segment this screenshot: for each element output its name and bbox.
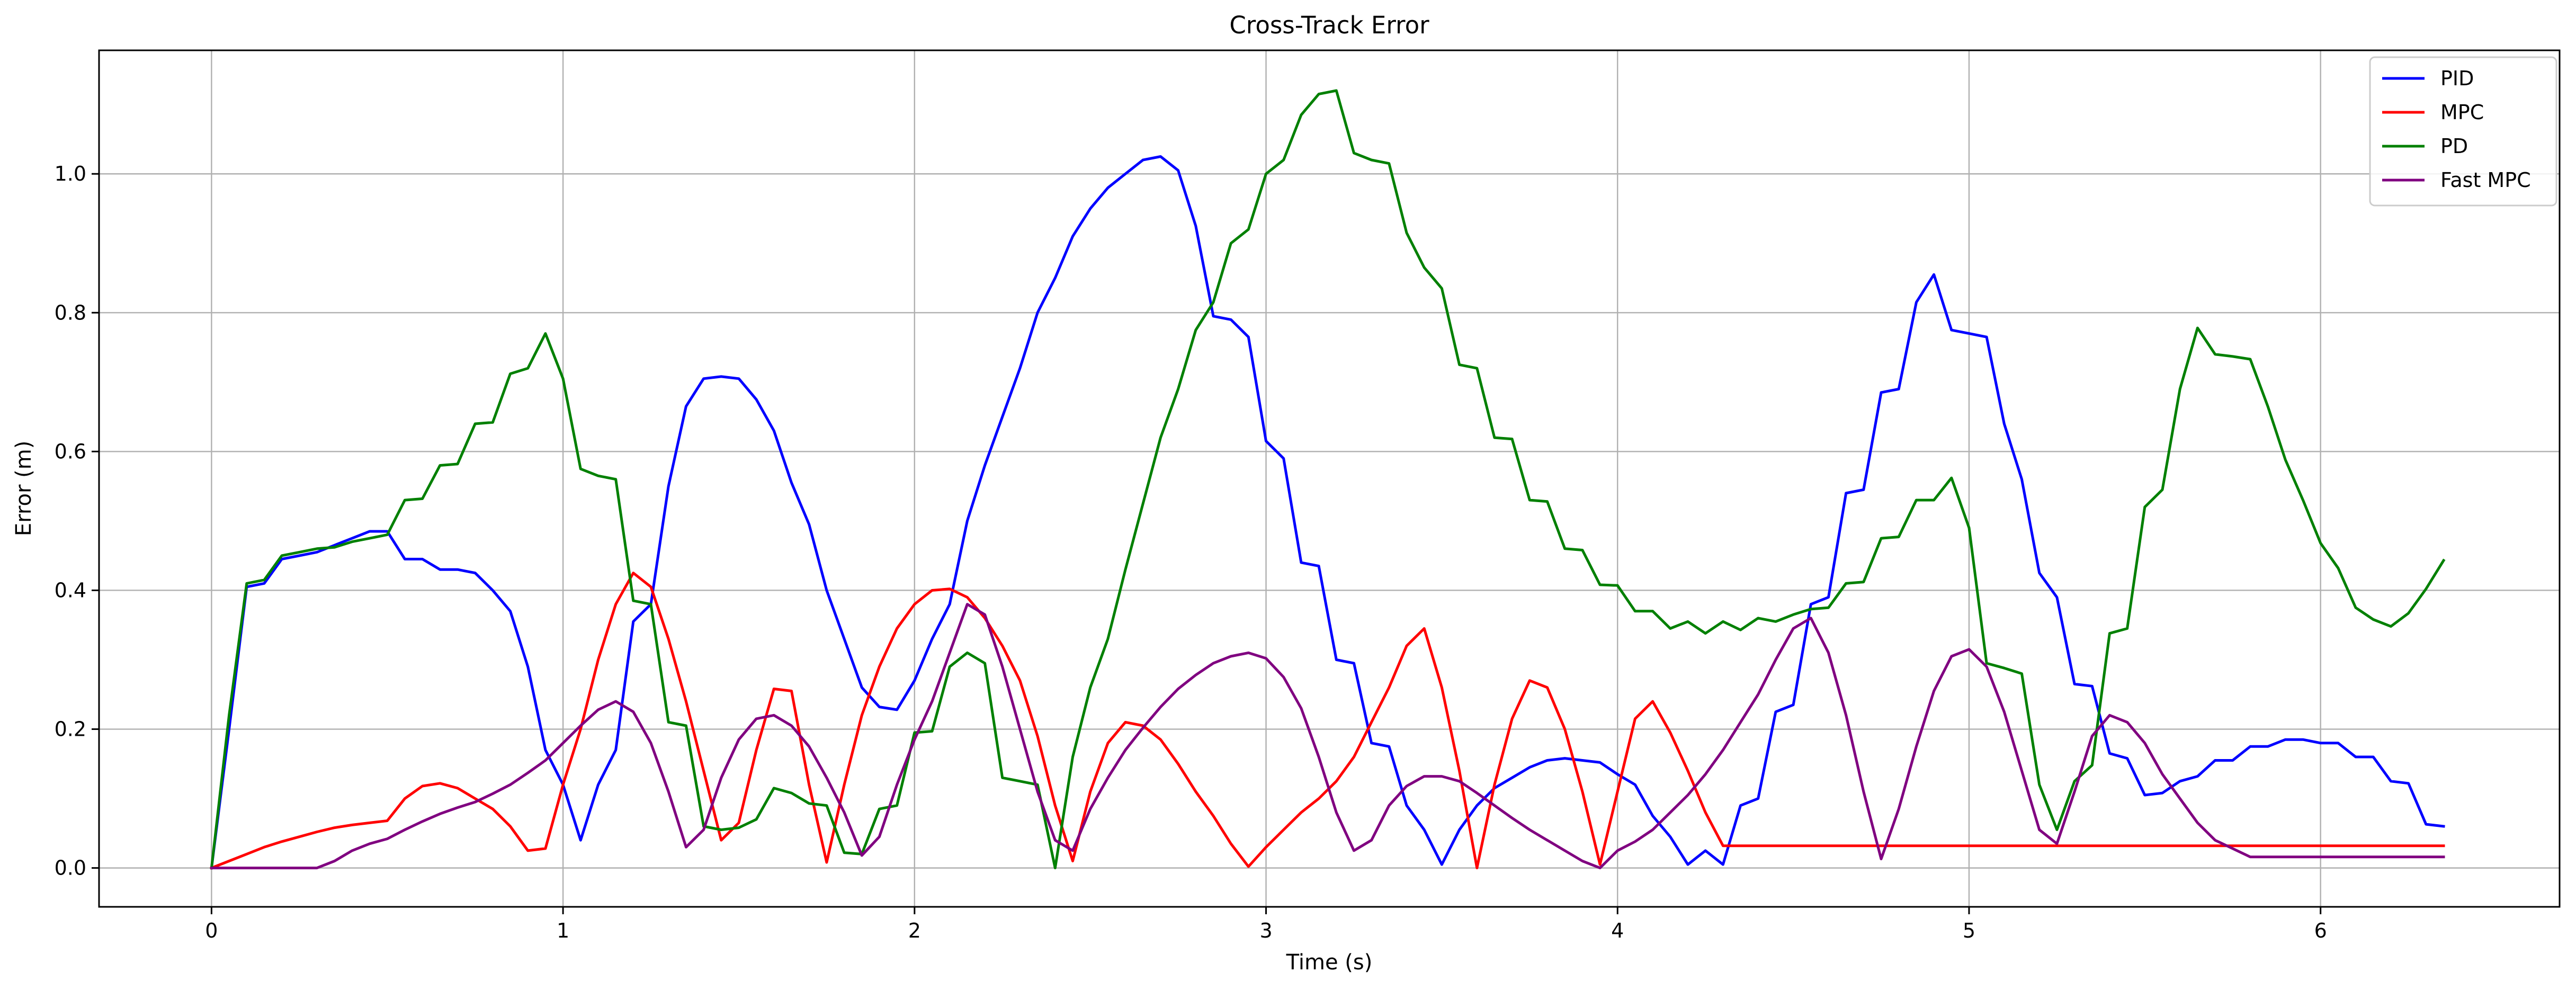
x-tick-label: 4 [1611,919,1624,942]
plot-frame [98,49,2561,908]
legend-label-pid: PID [2440,67,2474,90]
x-tick-label: 3 [1259,919,1272,942]
x-tick-label: 0 [205,919,218,942]
series-line-pid [210,155,2445,870]
legend-label-fast-mpc: Fast MPC [2440,168,2531,192]
y-axis-label: Error (m) [12,441,36,536]
x-tick-label: 2 [908,919,921,942]
x-tick-label: 1 [557,919,569,942]
axis-ticks: 0 1 2 3 4 5 6 0.0 0.2 0.4 0.6 0.8 1.0 [55,162,2327,942]
series-line-mpc [210,572,2445,870]
chart-title: Cross-Track Error [1229,11,1429,39]
x-axis-label: Time (s) [1286,950,1373,975]
y-tick-label: 0.0 [55,857,86,880]
y-tick-label: 0.4 [55,578,86,602]
legend-box [2369,56,2557,207]
series-line-pd [210,89,2446,870]
series-lines [210,89,2446,870]
x-tick-label: 5 [1963,919,1975,942]
legend-label-pd: PD [2440,135,2468,158]
legend: PID MPC PD Fast MPC [2369,56,2557,207]
y-tick-label: 1.0 [55,162,86,185]
legend-label-mpc: MPC [2440,101,2484,124]
series-line-fast-mpc [210,603,2445,870]
x-tick-label: 6 [2314,919,2327,942]
y-tick-label: 0.6 [55,440,86,463]
y-tick-label: 0.8 [55,301,86,324]
y-tick-label: 0.2 [55,718,86,741]
grid-lines [99,50,2560,907]
